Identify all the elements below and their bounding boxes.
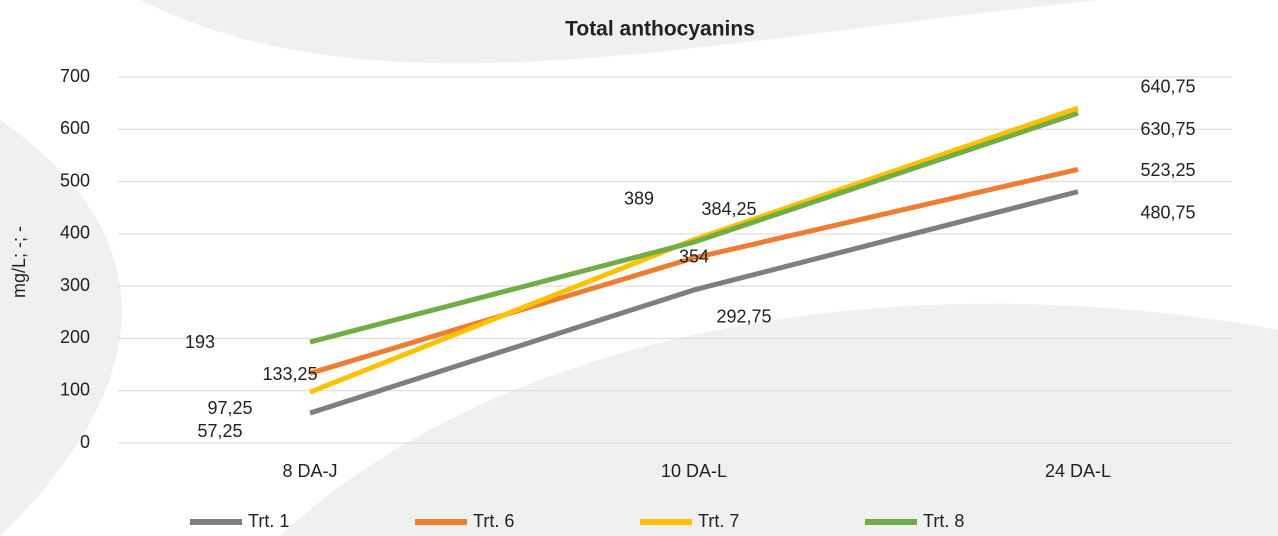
y-tick-label: 600: [60, 118, 90, 138]
y-tick-label: 500: [60, 170, 90, 190]
x-tick-label: 24 DA-L: [1045, 461, 1111, 481]
data-label: 133,25: [262, 364, 317, 384]
y-tick-label: 100: [60, 379, 90, 399]
series-line: [309, 110, 1079, 345]
data-label: 630,75: [1140, 119, 1195, 139]
series-line: [309, 166, 1079, 376]
x-tick-label: 10 DA-L: [661, 461, 727, 481]
y-tick-label: 700: [60, 66, 90, 86]
data-label: 389: [624, 188, 654, 208]
data-label: 640,75: [1140, 77, 1195, 97]
y-tick-label: 200: [60, 327, 90, 347]
data-label: 354: [679, 247, 709, 267]
y-tick-label: 0: [80, 432, 90, 452]
data-label: 292,75: [716, 307, 771, 327]
legend-label: Trt. 7: [698, 511, 739, 531]
y-tick-label: 300: [60, 275, 90, 295]
series-line: [309, 189, 1079, 416]
data-label: 97,25: [207, 398, 252, 418]
legend-label: Trt. 8: [923, 511, 964, 531]
legend-label: Trt. 1: [248, 511, 289, 531]
chart-title: Total anthocyanins: [565, 18, 755, 41]
data-label: 523,25: [1140, 160, 1195, 180]
x-tick-label: 8 DA-J: [282, 461, 337, 481]
data-label: 57,25: [197, 421, 242, 441]
data-label: 193: [185, 332, 215, 352]
legend-label: Trt. 6: [473, 511, 514, 531]
data-label: 480,75: [1140, 202, 1195, 222]
y-axis-label: mg/L; -; -: [9, 226, 29, 298]
data-label: 384,25: [701, 199, 756, 219]
y-tick-label: 400: [60, 223, 90, 243]
